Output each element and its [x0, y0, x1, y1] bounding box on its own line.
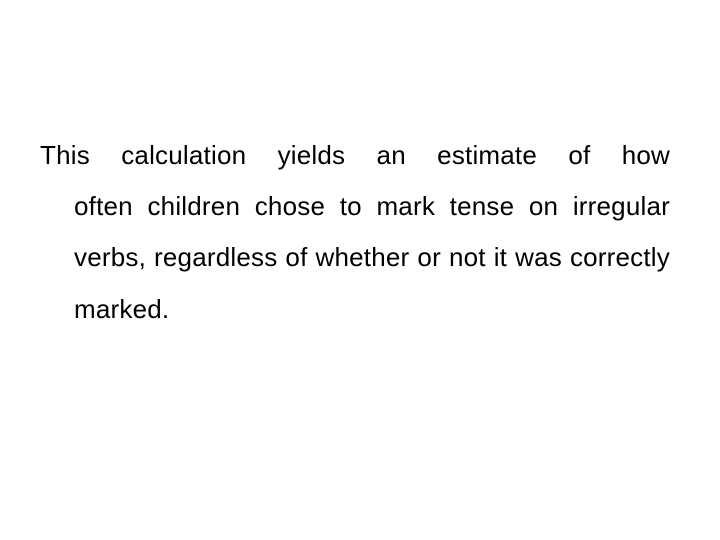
paragraph-first-line: This calculation yields an estimate of h… — [40, 130, 670, 181]
body-paragraph: This calculation yields an estimate of h… — [40, 130, 670, 335]
paragraph-continuation: often children chose to mark tense on ir… — [40, 181, 670, 335]
page: This calculation yields an estimate of h… — [0, 0, 720, 540]
